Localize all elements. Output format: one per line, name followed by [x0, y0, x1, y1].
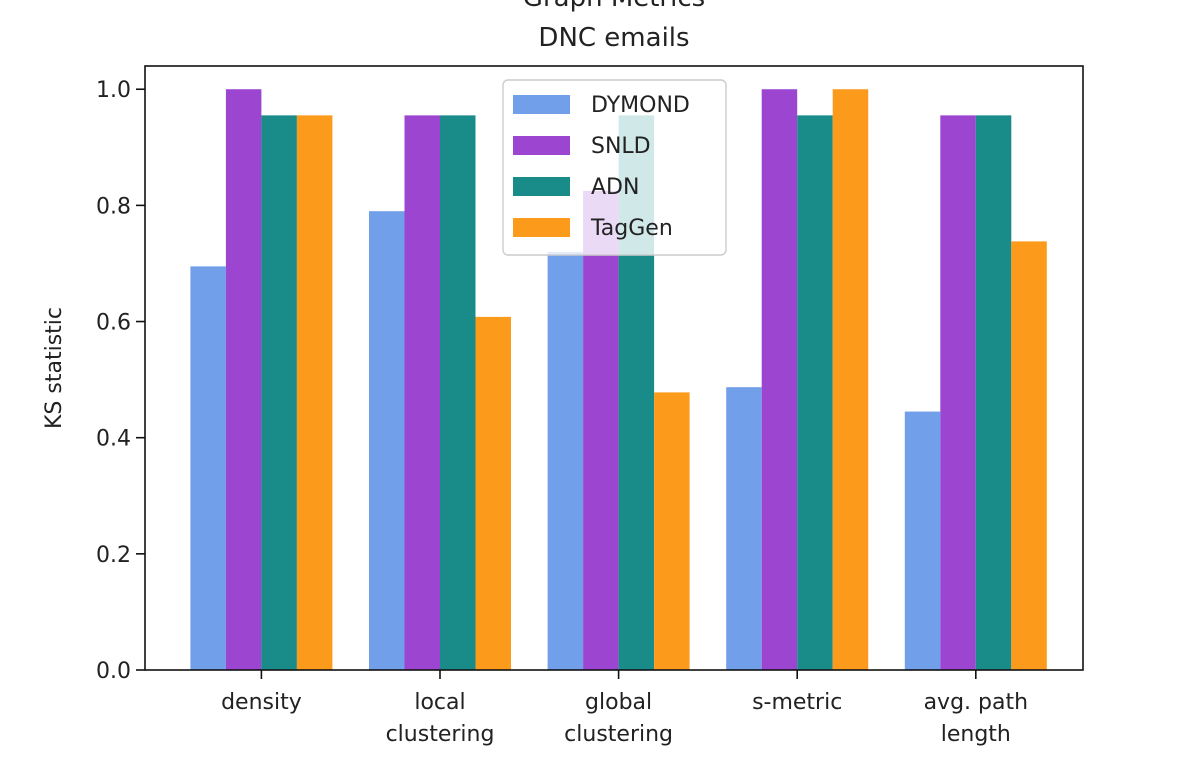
bar-adn-1	[440, 115, 476, 671]
bar-taggen-4	[1011, 241, 1047, 670]
chart-title-line-1: DNC emails	[538, 23, 689, 53]
chart-title-line-0: Graph Metrics	[523, 0, 705, 13]
legend-label-dymond: DYMOND	[591, 93, 690, 118]
y-tick-label-3: 0.6	[96, 311, 131, 336]
bar-groups	[190, 89, 1047, 671]
x-tick-label-4-0: avg. path	[924, 690, 1028, 715]
bar-dymond-1	[369, 211, 405, 670]
bar-taggen-1	[475, 316, 511, 670]
bar-dymond-3	[726, 387, 762, 670]
x-tick-label-2-0: global	[585, 690, 652, 715]
x-tick-label-1-1: clustering	[386, 722, 495, 747]
bar-taggen-3	[832, 89, 869, 671]
bar-dymond-4	[904, 411, 941, 670]
legend-label-adn: ADN	[591, 175, 639, 200]
bar-snld-1	[404, 115, 440, 671]
legend: DYMOND SNLD ADN TagGen	[502, 79, 727, 256]
bar-adn-0	[261, 115, 297, 671]
legend-swatch-snld	[513, 136, 570, 155]
legend-label-snld: SNLD	[591, 134, 651, 159]
bar-adn-3	[797, 115, 833, 671]
bar-taggen-2	[654, 392, 690, 670]
bar-snld-2	[583, 190, 619, 670]
bar-snld-3	[761, 89, 798, 671]
y-tick-label-1: 0.2	[96, 543, 131, 568]
x-axis-ticks: density local clustering global clustering s-…	[221, 670, 1028, 747]
bar-dymond-2	[547, 251, 584, 670]
bar-snld-0	[225, 89, 262, 671]
chart-title: Graph Metrics DNC emails	[523, 0, 705, 53]
legend-swatch-dymond	[513, 95, 570, 114]
bar-snld-4	[940, 115, 976, 671]
plot-frame	[144, 65, 1084, 671]
legend-label-taggen: TagGen	[590, 216, 673, 241]
axes	[144, 65, 1084, 671]
x-tick-label-3-0: s-metric	[752, 690, 842, 715]
legend-swatch-taggen	[513, 218, 570, 237]
x-tick-label-4-1: length	[941, 722, 1011, 747]
y-tick-label-4: 0.8	[96, 194, 131, 219]
y-axis-ticks: 0.0 0.2 0.4 0.6 0.8 1.0 KS statistic	[42, 78, 145, 684]
y-tick-label-0: 0.0	[96, 659, 131, 684]
bar-dymond-0	[190, 266, 226, 670]
legend-box	[502, 79, 727, 256]
bar-adn-4	[975, 115, 1012, 671]
legend-swatch-adn	[513, 177, 570, 196]
y-tick-label-5: 1.0	[96, 78, 131, 103]
y-axis-label: KS statistic	[42, 307, 67, 429]
y-tick-label-2: 0.4	[96, 427, 131, 452]
x-tick-label-1-0: local	[414, 690, 465, 715]
bar-taggen-0	[296, 115, 333, 671]
x-tick-label-2-1: clustering	[564, 722, 673, 747]
x-tick-label-0-0: density	[221, 690, 302, 715]
